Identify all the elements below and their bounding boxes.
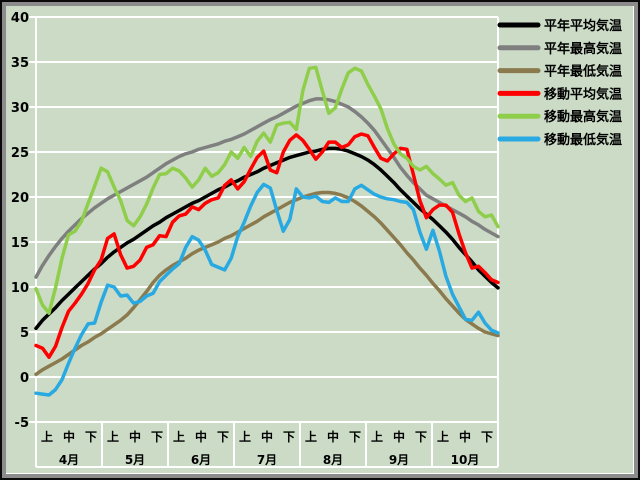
decade-label-8月-3: 下 xyxy=(349,430,361,444)
month-label-9月: 9月 xyxy=(389,453,409,467)
decade-label-4月-3: 下 xyxy=(85,430,97,444)
decade-label-6月-3: 下 xyxy=(217,430,229,444)
y-axis-label--5: -5 xyxy=(15,416,29,431)
y-axis-label-20: 20 xyxy=(11,191,29,206)
legend-label-平年最低気温: 平年最低気温 xyxy=(544,64,622,80)
decade-label-10月-3: 下 xyxy=(481,430,493,444)
decade-label-5月-1: 上 xyxy=(107,429,119,444)
legend-label-移動最低気温: 移動最低気温 xyxy=(544,132,622,148)
month-label-8月: 8月 xyxy=(323,453,343,467)
legend-label-平年平均気温: 平年平均気温 xyxy=(544,18,622,34)
legend-label-移動平均気温: 移動平均気温 xyxy=(544,86,622,102)
decade-label-5月-3: 下 xyxy=(151,430,163,444)
decade-label-6月-2: 中 xyxy=(195,429,207,444)
decade-label-10月-1: 上 xyxy=(437,429,449,444)
decade-label-9月-1: 上 xyxy=(371,429,383,444)
decade-label-5月-2: 中 xyxy=(129,429,141,444)
series-line-移動平均気温 xyxy=(34,132,500,359)
month-label-6月: 6月 xyxy=(191,453,211,467)
series-line-平年最低気温 xyxy=(34,190,500,377)
y-axis-label-35: 35 xyxy=(11,56,29,71)
decade-label-7月-3: 下 xyxy=(283,430,295,444)
series-line-平年最高気温 xyxy=(34,97,500,279)
y-axis-label-25: 25 xyxy=(11,146,29,161)
series-line-移動最低気温 xyxy=(34,182,500,397)
y-axis-label-5: 5 xyxy=(20,326,29,341)
legend-label-移動最高気温: 移動最高気温 xyxy=(544,109,622,125)
decade-label-10月-2: 中 xyxy=(459,429,471,444)
decade-label-4月-1: 上 xyxy=(41,429,53,444)
decade-label-8月-2: 中 xyxy=(327,429,339,444)
decade-label-4月-2: 中 xyxy=(63,429,75,444)
series-line-移動最高気温 xyxy=(34,65,500,315)
series-line-平年平均気温 xyxy=(34,146,500,331)
decade-label-9月-3: 下 xyxy=(415,430,427,444)
y-axis-label-15: 15 xyxy=(11,236,29,251)
month-label-5月: 5月 xyxy=(125,453,145,467)
legend-label-平年最高気温: 平年最高気温 xyxy=(544,41,622,57)
y-axis-label-0: 0 xyxy=(20,371,29,386)
month-label-4月: 4月 xyxy=(59,453,79,467)
decade-label-6月-1: 上 xyxy=(173,429,185,444)
month-label-10月: 10月 xyxy=(451,453,480,467)
month-label-7月: 7月 xyxy=(257,453,277,467)
decade-label-8月-1: 上 xyxy=(305,429,317,444)
decade-label-9月-2: 中 xyxy=(393,429,405,444)
decade-label-7月-1: 上 xyxy=(239,429,251,444)
decade-label-7月-2: 中 xyxy=(261,429,273,444)
y-axis-label-40: 40 xyxy=(11,11,29,26)
y-axis-label-10: 10 xyxy=(11,281,29,296)
y-axis-label-30: 30 xyxy=(11,101,29,116)
